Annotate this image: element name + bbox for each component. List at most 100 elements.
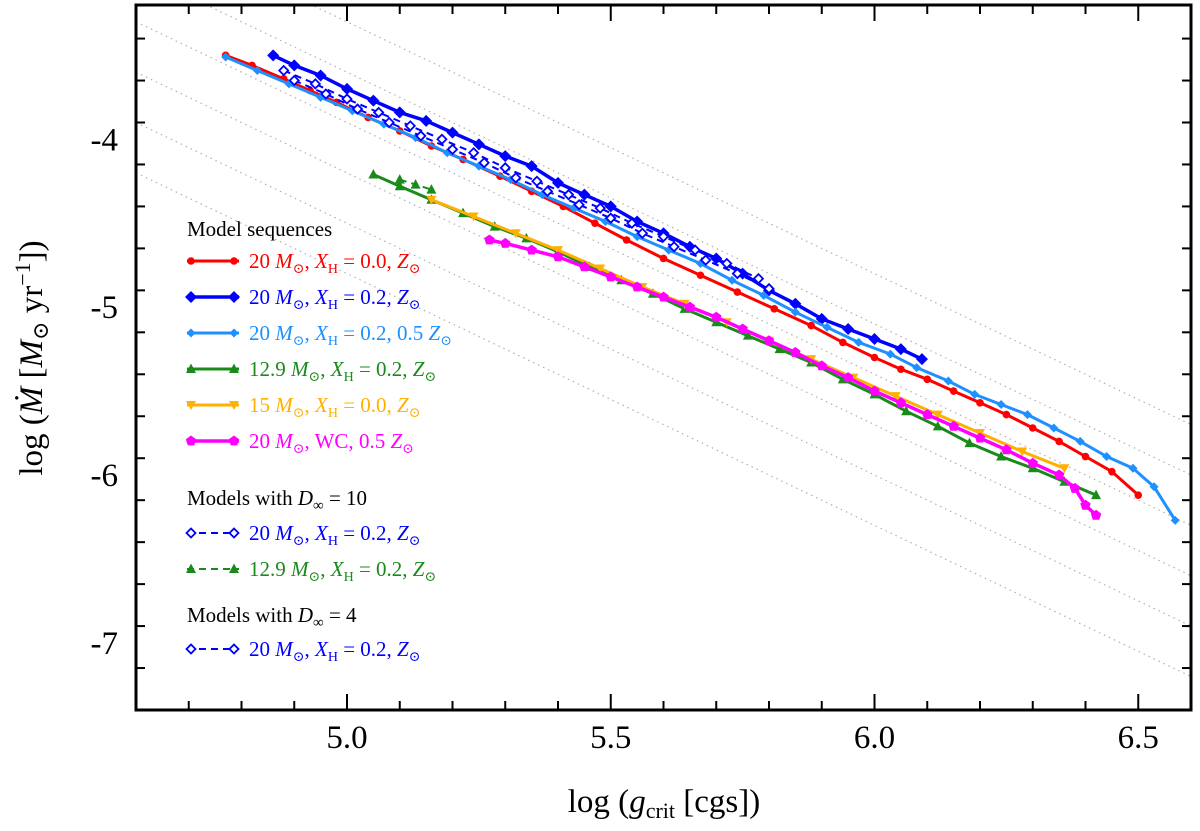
data-point — [573, 198, 585, 211]
data-point — [221, 52, 231, 62]
legend-label: 12.9 M⊙, XH = 0.2, Z⊙ — [249, 357, 436, 385]
data-point — [816, 360, 827, 371]
data-point — [964, 437, 975, 448]
data-point — [711, 311, 722, 322]
data-point — [890, 392, 901, 402]
data-point — [1075, 436, 1085, 446]
data-point — [426, 184, 437, 194]
legend-label: 20 M⊙, XH = 0.2, 0.5 Z⊙ — [249, 321, 452, 349]
data-point — [604, 200, 617, 213]
data-point — [1028, 424, 1037, 432]
data-point — [696, 271, 705, 280]
data-point — [394, 174, 405, 184]
data-point — [922, 409, 933, 419]
data-point — [341, 93, 353, 105]
data-point — [932, 420, 943, 431]
data-point — [1049, 423, 1059, 433]
data-point — [341, 82, 353, 95]
data-point — [622, 236, 631, 244]
data-point — [636, 227, 649, 240]
data-point — [351, 103, 364, 115]
series-layer — [221, 49, 1180, 525]
data-point — [372, 106, 385, 119]
data-point — [912, 363, 922, 373]
data-point — [394, 180, 405, 191]
data-point — [763, 282, 775, 295]
legend-label: 12.9 M⊙, XH = 0.2, Z⊙ — [249, 557, 436, 585]
data-point — [970, 389, 980, 399]
series-s8 — [394, 174, 437, 194]
data-point — [626, 217, 638, 229]
data-point — [948, 420, 959, 431]
y-tick-label: -7 — [91, 626, 119, 662]
data-point — [1091, 489, 1102, 500]
data-point — [1027, 457, 1038, 468]
data-point — [1069, 482, 1081, 493]
data-point — [923, 375, 932, 384]
data-point — [759, 290, 769, 300]
data-point — [915, 353, 928, 366]
data-point — [733, 288, 742, 296]
x-tick-label: 5.0 — [326, 720, 367, 756]
legend-entry-s3: 20 M⊙, XH = 0.2, 0.5 Z⊙ — [186, 321, 452, 349]
data-point — [605, 271, 616, 282]
data-point — [1102, 452, 1112, 462]
legend: Model sequences 20 M⊙, XH = 0.0, Z⊙ 20 M⊙,… — [185, 217, 452, 665]
reference-line-2 — [204, 5, 1191, 476]
data-point — [185, 291, 197, 303]
reference-line-3 — [136, 21, 1191, 526]
data-point — [228, 435, 240, 446]
data-point — [314, 69, 327, 82]
data-point — [1108, 467, 1116, 476]
data-point — [267, 49, 280, 62]
data-point — [976, 399, 984, 407]
data-point — [186, 363, 196, 373]
data-point — [229, 401, 239, 410]
data-point — [1090, 509, 1102, 520]
series-line-s6 — [489, 238, 1098, 517]
data-point — [996, 400, 1006, 409]
data-point — [943, 376, 953, 386]
data-point — [1053, 469, 1065, 480]
data-point — [774, 343, 785, 354]
data-point — [252, 65, 262, 75]
data-point — [288, 74, 301, 87]
data-point — [562, 188, 575, 201]
data-point — [185, 643, 197, 655]
reference-lines — [136, 5, 1191, 677]
data-point — [790, 307, 800, 317]
legend-label: 20 M⊙, XH = 0.0, Z⊙ — [249, 249, 420, 277]
data-point — [1001, 444, 1012, 455]
data-point — [1017, 447, 1028, 457]
data-point — [763, 335, 775, 346]
data-point — [996, 451, 1007, 461]
data-point — [591, 219, 599, 228]
data-point — [229, 328, 239, 338]
data-point — [446, 143, 459, 156]
data-point — [410, 179, 421, 189]
data-point — [727, 275, 737, 285]
data-point — [770, 305, 779, 313]
legend-entry-s6: 20 M⊙, WC, 0.5 Z⊙ — [185, 429, 414, 457]
data-point — [1081, 452, 1090, 461]
data-point — [604, 212, 617, 224]
data-point — [552, 251, 564, 262]
legend-entry-s7: 20 M⊙, XH = 0.2, Z⊙ — [185, 521, 420, 549]
x-tick-label: 5.5 — [590, 720, 631, 756]
data-point — [526, 244, 537, 255]
data-point — [822, 322, 832, 332]
data-point — [228, 643, 240, 655]
data-point — [901, 405, 912, 416]
data-point — [230, 257, 238, 265]
y-tick-label: -5 — [91, 290, 119, 326]
data-point — [185, 527, 197, 539]
data-point — [868, 333, 881, 346]
legend-label: 20 M⊙, WC, 0.5 Z⊙ — [249, 429, 414, 457]
data-point — [1080, 499, 1091, 510]
series-line-s2 — [272, 53, 923, 361]
series-s6 — [484, 234, 1102, 520]
data-point — [595, 264, 606, 274]
x-tick-label: 6.5 — [1118, 720, 1159, 756]
axis-ticks: 5.0 5.5 6.0 6.5 -4 -5 -6 -7 — [91, 5, 1191, 756]
data-point — [1055, 437, 1063, 446]
